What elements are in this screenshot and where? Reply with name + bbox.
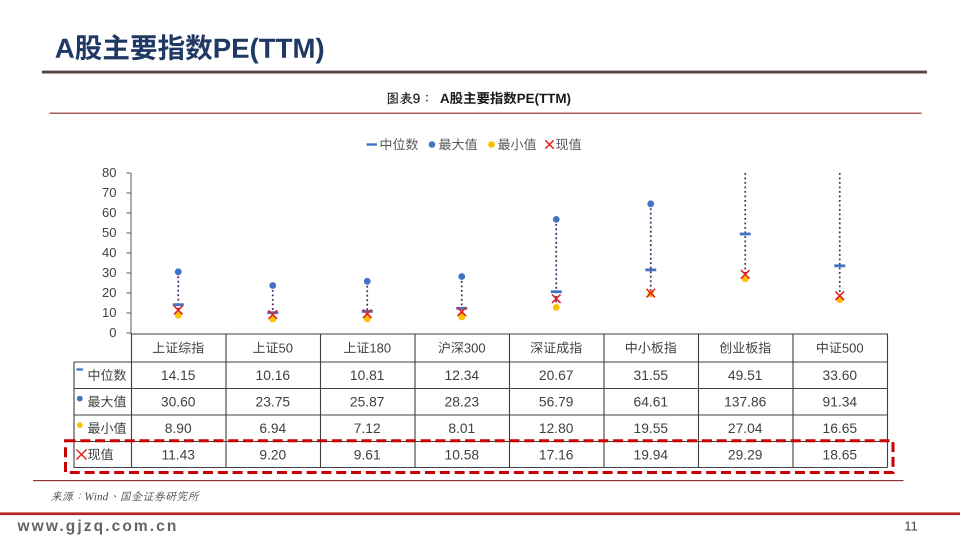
svg-text:12.34: 12.34 [445, 368, 480, 383]
svg-text:12.80: 12.80 [539, 421, 574, 436]
svg-text:25.87: 25.87 [350, 395, 385, 410]
svg-text:14.15: 14.15 [161, 368, 196, 383]
svg-text:30: 30 [102, 265, 116, 280]
svg-text:70: 70 [102, 185, 116, 200]
svg-text:10.58: 10.58 [445, 447, 480, 462]
svg-text:64.61: 64.61 [634, 395, 669, 410]
svg-text:10: 10 [102, 305, 116, 320]
svg-text:23.75: 23.75 [256, 395, 291, 410]
svg-text:56.79: 56.79 [539, 395, 574, 410]
svg-text:137.86: 137.86 [724, 395, 767, 410]
svg-text:60: 60 [102, 205, 116, 220]
svg-text:40: 40 [102, 245, 116, 260]
svg-text:10.16: 10.16 [256, 368, 291, 383]
svg-text:33.60: 33.60 [823, 368, 858, 383]
svg-text:19.55: 19.55 [634, 421, 669, 436]
svg-text:20.67: 20.67 [539, 368, 574, 383]
svg-text:30.60: 30.60 [161, 395, 196, 410]
svg-text:20: 20 [102, 285, 116, 300]
svg-text:50: 50 [102, 225, 116, 240]
svg-text:6.94: 6.94 [259, 421, 286, 436]
svg-text:16.65: 16.65 [823, 421, 858, 436]
svg-text:9.61: 9.61 [354, 447, 381, 462]
svg-text:49.51: 49.51 [728, 368, 763, 383]
svg-text:28.23: 28.23 [445, 395, 480, 410]
svg-text:17.16: 17.16 [539, 447, 574, 462]
svg-text:7.12: 7.12 [354, 421, 381, 436]
svg-text:29.29: 29.29 [728, 447, 763, 462]
svg-text:0: 0 [109, 325, 116, 340]
svg-text:80: 80 [102, 165, 116, 180]
svg-text:11.43: 11.43 [161, 447, 195, 462]
svg-text:91.34: 91.34 [823, 395, 858, 410]
svg-text:31.55: 31.55 [634, 368, 669, 383]
svg-text:8.01: 8.01 [448, 421, 475, 436]
svg-text:18.65: 18.65 [823, 447, 858, 462]
svg-text:11: 11 [904, 519, 918, 534]
svg-text:www.gjzq.com.cn: www.gjzq.com.cn [17, 518, 179, 535]
svg-text:10.81: 10.81 [350, 368, 385, 383]
svg-text:8.90: 8.90 [165, 421, 192, 436]
svg-text:9.20: 9.20 [259, 447, 286, 462]
svg-text:19.94: 19.94 [634, 447, 669, 462]
svg-text:27.04: 27.04 [728, 421, 763, 436]
